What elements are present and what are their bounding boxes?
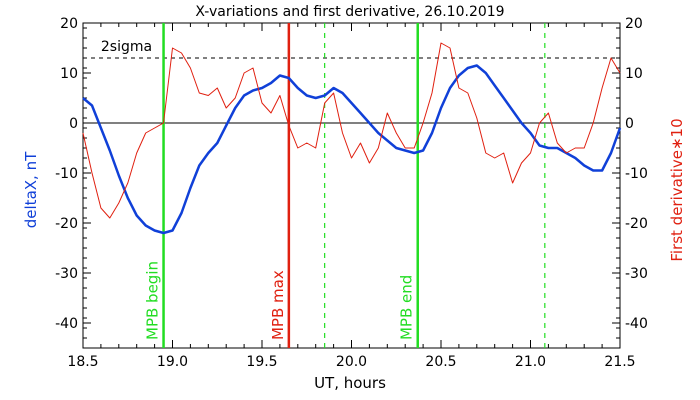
x-tick-label: 21.0 [515, 354, 546, 370]
chart-title: X-variations and first derivative, 26.10… [195, 4, 504, 20]
threshold-label: 2sigma [101, 39, 152, 55]
marker-label: MPB max [269, 270, 287, 340]
right-y-tick-label: -10 [625, 166, 648, 182]
x-tick-label: 21.5 [604, 354, 635, 370]
x-axis-label: UT, hours [314, 374, 386, 392]
x-tick-label: 18.5 [67, 354, 98, 370]
right-y-axis-label: First derivative∗10 [668, 118, 686, 261]
right-y-tick-label: -40 [625, 316, 648, 332]
right-y-tick-label: 0 [625, 116, 634, 132]
right-y-tick-label: 20 [625, 16, 643, 32]
left-y-tick-label: -30 [55, 266, 78, 282]
left-y-tick-label: 0 [69, 116, 78, 132]
marker-label: MPB end [398, 275, 416, 340]
marker-label: MPB begin [144, 261, 162, 340]
right-y-tick-label: -30 [625, 266, 648, 282]
deltax-series-line [82, 64, 622, 235]
x-tick-label: 19.5 [246, 354, 277, 370]
x-tick-label: 20.5 [425, 354, 456, 370]
plot-area: 18.5 19.0 19.5 20.0 20.5 21.0 21.5 -40 -40 -30 -30… [55, 16, 648, 370]
left-y-tick-label: -40 [55, 316, 78, 332]
left-y-axis-label: deltaX, nT [22, 151, 40, 228]
x-tick-label: 19.0 [157, 354, 188, 370]
derivative-series-line [82, 42, 621, 219]
left-y-tick-label: -10 [55, 166, 78, 182]
left-y-tick-label: 20 [60, 16, 78, 32]
right-y-tick-label: 10 [625, 66, 643, 82]
left-y-tick-label: -20 [55, 216, 78, 232]
right-y-tick-label: -20 [625, 216, 648, 232]
left-y-tick-label: 10 [60, 66, 78, 82]
x-tick-label: 20.0 [336, 354, 367, 370]
